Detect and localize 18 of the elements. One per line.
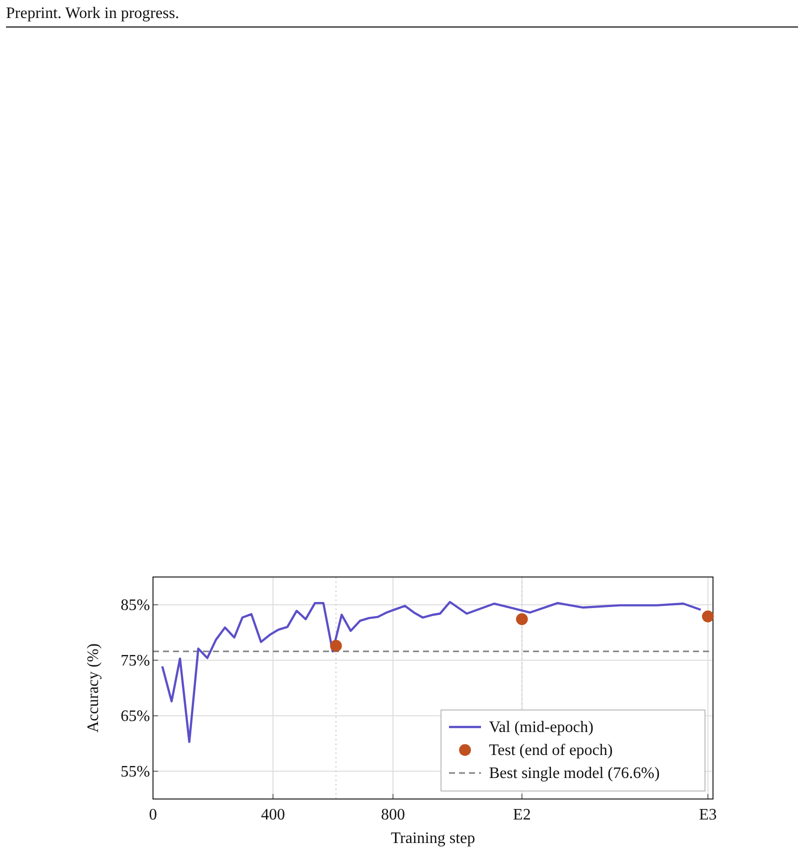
x-tick-label: 800 [380,806,405,824]
y-tick-label: 85% [120,596,150,614]
x-tick-label: 400 [260,806,285,824]
y-tick-label: 55% [120,763,150,780]
x-tick-label: E2 [513,806,531,824]
legend-label: Best single model (76.6%) [489,765,660,782]
point [702,610,714,622]
point [516,613,528,626]
x-tick-label: 0 [149,806,157,824]
legend-label: Test (end of epoch) [489,742,613,759]
x-tick-label: E3 [699,806,717,824]
y-tick-label: 75% [120,652,150,670]
x-axis-title: Training step [390,830,476,847]
point [330,640,342,652]
y-axis-title: Accuracy (%) [85,643,102,733]
legend-label: Val (mid-epoch) [489,719,594,736]
y-tick-label: 65% [120,708,150,725]
text: Preprint. Work in progress. [6,5,180,22]
